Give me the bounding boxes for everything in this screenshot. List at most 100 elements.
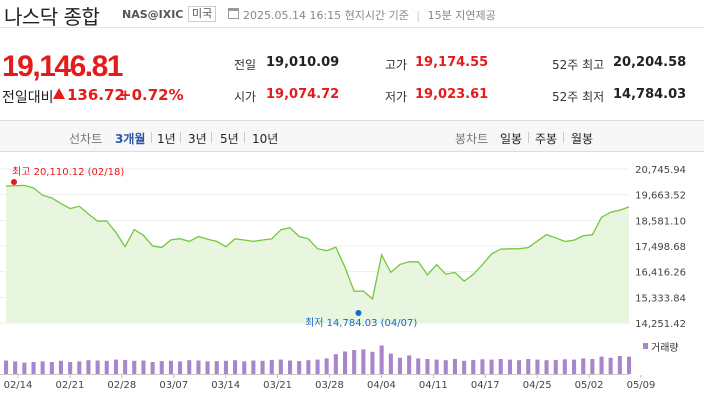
volume-bar [489, 359, 494, 374]
x-tick-label: 04/25 [523, 380, 552, 391]
y-tick-label: 17,498.68 [635, 242, 686, 253]
volume-bar [141, 360, 146, 374]
tab-divider [211, 132, 212, 143]
volume-bar [572, 359, 577, 374]
volume-bar [306, 360, 311, 374]
x-tick-label: 03/14 [211, 380, 240, 391]
volume-bar [333, 354, 338, 374]
tab-divider [151, 132, 152, 143]
x-tick-label: 02/14 [4, 380, 33, 391]
volume-bar [214, 361, 219, 374]
line-chart-header[interactable]: 선차트 [69, 132, 103, 146]
volume-bar [388, 353, 393, 374]
volume-bar [58, 360, 63, 374]
tab-1year[interactable]: 1년 [157, 132, 176, 146]
tab-5year[interactable]: 5년 [220, 132, 239, 146]
volume-bar [68, 362, 73, 374]
x-tick-label: 03/07 [159, 380, 188, 391]
price-chart[interactable]: 20,745.94 19,663.52 18,581.10 17,498.68 16,4… [0, 152, 704, 410]
tab-divider [244, 132, 245, 143]
y-tick-label: 18,581.10 [635, 216, 686, 227]
volume-bar [397, 357, 402, 374]
x-tick-label: 04/04 [367, 380, 396, 391]
volume-bar [617, 356, 622, 374]
volume-bar [599, 356, 604, 374]
volume-bar [590, 359, 595, 374]
volume-bar [443, 360, 448, 374]
y-tick-label: 16,416.26 [635, 268, 686, 279]
volume-bar [104, 360, 109, 374]
volume-bar [95, 360, 100, 374]
tab-3month[interactable]: 3개월 [115, 132, 146, 146]
volume-bar [4, 360, 9, 374]
tab-divider [528, 132, 529, 143]
volume-bar [132, 360, 137, 374]
volume-bar [343, 351, 348, 374]
timestamp-divider: | [416, 9, 421, 22]
up-arrow-icon [53, 88, 65, 99]
x-tick-label: 02/28 [107, 380, 136, 391]
volume-bar [13, 361, 18, 374]
volume-bar [223, 360, 228, 374]
y-tick-label: 20,745.94 [635, 165, 686, 176]
volume-bar [416, 358, 421, 374]
wk52-low-value: 14,784.03 [613, 87, 687, 102]
calendar-icon [228, 8, 239, 19]
volume-bar [77, 361, 82, 374]
open-value: 19,074.72 [266, 87, 340, 102]
prev-close-label: 전일 [234, 58, 257, 72]
candle-chart-header[interactable]: 봉차트 [455, 132, 489, 146]
volume-bar [242, 361, 247, 374]
volume-bar [324, 358, 329, 374]
volume-bar [507, 359, 512, 374]
change-label: 전일대비 [2, 90, 54, 106]
tab-weekly-candle[interactable]: 주봉 [535, 132, 558, 146]
x-tick-label: 03/28 [315, 380, 344, 391]
x-tick-label: 04/11 [419, 380, 448, 391]
change-value: 136.72 [67, 86, 125, 104]
y-tick-label: 15,333.84 [635, 293, 686, 304]
price-line [5, 184, 630, 301]
volume-bar [288, 360, 293, 374]
volume-bar [251, 360, 256, 374]
open-label: 시가 [234, 90, 257, 104]
volume-bar [40, 361, 45, 374]
volume-bar [31, 362, 36, 374]
volume-bar [260, 360, 265, 374]
x-tick-label: 02/21 [56, 380, 85, 391]
volume-bar [452, 359, 457, 374]
tab-monthly-candle[interactable]: 월봉 [571, 132, 594, 146]
index-title: 나스닥 종합 [4, 5, 100, 29]
high-label: 고가 [385, 58, 408, 72]
current-price: 19,146.81 [2, 50, 123, 83]
volume-bar [407, 355, 412, 374]
tab-3year[interactable]: 3년 [188, 132, 207, 146]
tab-10year[interactable]: 10년 [252, 132, 279, 146]
volume-bar [581, 358, 586, 374]
timestamp-text: 2025.05.14 16:15 현지시간 기준 | 15분 지연제공 [243, 7, 496, 23]
change-rate: +0.72% [119, 86, 184, 104]
volume-bar [517, 360, 522, 374]
delay-notice: 15분 지연제공 [427, 9, 496, 22]
volume-bar [370, 351, 375, 374]
tab-daily-candle[interactable]: 일봉 [500, 132, 523, 146]
volume-bar [544, 360, 549, 374]
volume-bar [562, 359, 567, 374]
low-label: 저가 [385, 90, 408, 104]
min-annotation: 최저 14,784.03 (04/07) [305, 317, 417, 329]
volume-bar [159, 361, 164, 374]
chart-tabs-bar: 선차트 3개월 1년 3년 5년 10년 봉차트 일봉 주봉 월봉 [0, 120, 704, 152]
volume-bar [150, 362, 155, 374]
volume-bar [471, 359, 476, 374]
volume-bar [278, 359, 283, 374]
prev-close-value: 19,010.09 [266, 55, 340, 70]
volume-bar [22, 362, 27, 374]
volume-bar [187, 360, 192, 374]
volume-bar [205, 361, 210, 374]
tab-divider [180, 132, 181, 143]
wk52-high-label: 52주 최고 [552, 58, 605, 72]
volume-bar [535, 359, 540, 374]
volume-bar [86, 360, 91, 374]
volume-bar [462, 360, 467, 374]
